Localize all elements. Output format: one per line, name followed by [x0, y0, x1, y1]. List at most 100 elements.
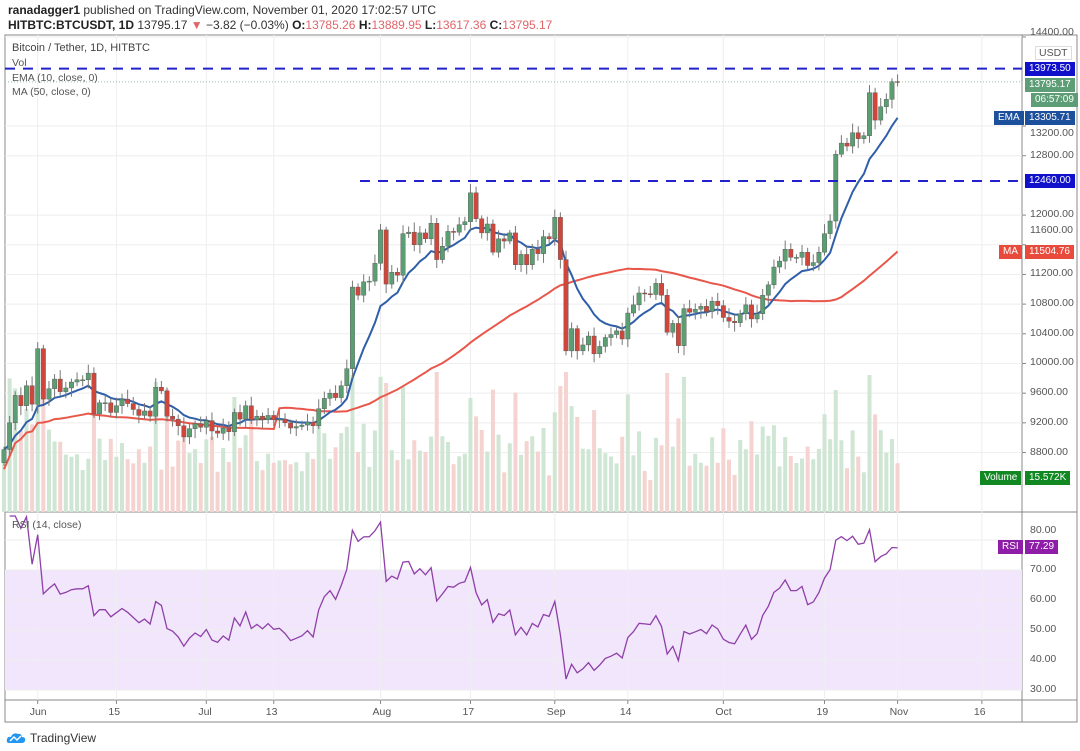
volume-bar — [181, 434, 186, 512]
volume-bar — [861, 472, 866, 512]
candle-body — [715, 300, 721, 306]
volume-bar — [417, 450, 422, 512]
time-tick-label: 17 — [462, 706, 475, 718]
candle-body — [737, 313, 743, 323]
volume-bar — [794, 463, 799, 512]
candle-body — [125, 398, 131, 404]
candle-body — [479, 218, 485, 234]
candle-body — [591, 335, 597, 355]
candle-body — [788, 249, 794, 258]
legend-rsi[interactable]: RSI (14, close) — [12, 519, 82, 531]
volume-bar — [35, 377, 40, 512]
rsi-tick-label: 30.00 — [1030, 683, 1057, 695]
price-tick-label: 13200.00 — [1030, 127, 1074, 140]
candle-body — [293, 426, 299, 429]
volume-bar — [878, 430, 883, 512]
volume-bar — [682, 377, 687, 512]
volume-bar — [13, 388, 18, 512]
candle-body — [749, 304, 754, 320]
candle-body — [288, 422, 294, 429]
time-tick-label: Sep — [546, 706, 566, 718]
rsi-tick-label: 50.00 — [1030, 623, 1057, 635]
candle-body — [552, 217, 558, 240]
rsi-tick-label: 70.00 — [1030, 563, 1057, 575]
candle-body — [282, 418, 288, 424]
legend-ema[interactable]: EMA (10, close, 0) — [12, 72, 98, 84]
last-price-badge: 13795.17 — [1025, 78, 1075, 92]
volume-bar — [670, 446, 675, 512]
candle-body — [232, 412, 237, 432]
volume-bar — [631, 455, 636, 512]
volume-bar — [204, 439, 209, 512]
candle-body — [69, 381, 74, 389]
price-tick-label: 12000.00 — [1030, 208, 1074, 221]
volume-bar — [58, 441, 63, 512]
volume-bar — [625, 394, 630, 512]
candle-body — [338, 385, 344, 398]
candle-body — [557, 217, 563, 260]
candle-body — [74, 379, 80, 383]
volume-bar — [659, 445, 664, 512]
candle-body — [12, 395, 18, 424]
volume-bar — [120, 443, 125, 512]
candle-body — [226, 427, 232, 432]
legend-ma[interactable]: MA (50, close, 0) — [12, 86, 91, 98]
volume-bar — [356, 452, 361, 512]
volume-bar — [760, 426, 765, 512]
candle-body — [366, 280, 372, 283]
time-tick-label: Jul — [198, 706, 212, 718]
candle-body — [529, 249, 535, 265]
volume-bar — [519, 454, 524, 512]
candle-body — [451, 231, 456, 233]
volume-bar — [749, 421, 754, 512]
candle-body — [276, 418, 282, 421]
volume-bar — [125, 459, 130, 512]
volume-bar — [283, 460, 287, 512]
candle-body — [316, 408, 322, 427]
time-tick-label: Nov — [889, 706, 909, 718]
volume-bar — [715, 462, 720, 512]
author[interactable]: ranadagger1 — [8, 3, 81, 17]
price-tick-label: 11200.00 — [1030, 267, 1074, 280]
candle-body — [838, 142, 844, 155]
candle-body — [535, 249, 541, 254]
legend-vol[interactable]: Vol — [12, 57, 27, 69]
open-value: 13785.26 — [305, 18, 356, 32]
candle-body — [158, 387, 164, 392]
candle-body — [35, 348, 41, 405]
volume-bar — [687, 465, 692, 512]
publish-date: published on TradingView.com, November 0… — [83, 3, 437, 17]
volume-bar — [114, 456, 119, 512]
tradingview-logo[interactable]: TradingView — [6, 731, 96, 745]
candle-body — [428, 223, 434, 240]
candle-body — [692, 309, 698, 313]
candle-body — [119, 398, 125, 406]
candle-body — [647, 293, 653, 295]
volume-bar — [535, 451, 540, 512]
volume-bar — [800, 458, 805, 512]
candle-body — [91, 372, 97, 415]
volume-bar — [18, 430, 23, 512]
candle-body — [664, 295, 670, 333]
candle-body — [676, 323, 681, 346]
candle-body — [586, 335, 591, 346]
volume-bar — [429, 436, 434, 512]
volume-bar — [91, 375, 96, 512]
volume-bar — [445, 442, 450, 512]
volume-badge: 15.572K — [1025, 471, 1071, 485]
time-tick-label: Aug — [372, 706, 392, 718]
candle-body — [406, 231, 412, 234]
candle-body — [175, 418, 181, 427]
candle-body — [614, 330, 619, 335]
volume-bar — [451, 464, 456, 512]
low-value: 13617.36 — [436, 18, 487, 32]
volume-bar — [608, 456, 613, 512]
candle-body — [597, 346, 603, 355]
volume-bar — [232, 397, 237, 512]
candle-body — [889, 81, 895, 100]
down-arrow-icon: ▼ — [190, 18, 203, 32]
volume-bar — [254, 461, 259, 512]
volume-bar — [215, 471, 220, 512]
candle-body — [29, 385, 35, 405]
